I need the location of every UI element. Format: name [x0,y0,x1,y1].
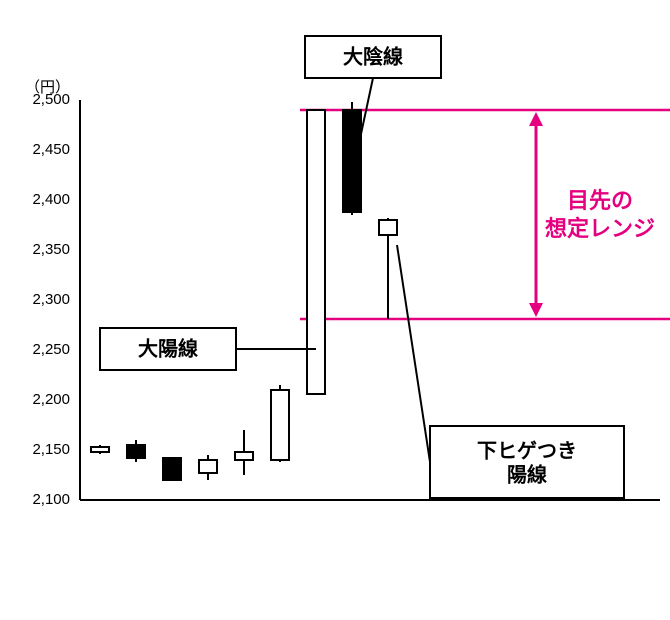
y-tick-label: 2,500 [32,91,70,108]
range-label-line2: 想定レンジ [545,216,655,241]
candle [343,102,361,215]
candle [91,445,109,454]
candle [163,458,181,480]
y-tick-label: 2,150 [32,441,70,458]
chart-background [0,0,670,620]
range-label-line1: 目先の [567,188,633,213]
callout-text: 大陽線 [138,336,198,360]
y-tick-label: 2,200 [32,391,70,408]
y-tick-label: 2,400 [32,191,70,208]
candle [271,385,289,462]
callout-text: 大陰線 [343,44,403,68]
callout-text: 下ヒゲつき [477,439,577,462]
y-tick-label: 2,250 [32,341,70,358]
y-tick-label: 2,350 [32,241,70,258]
callout-text: 陽線 [507,462,547,486]
candle [307,110,325,394]
y-tick-label: 2,450 [32,141,70,158]
y-tick-label: 2,100 [32,491,70,508]
y-tick-label: 2,300 [32,291,70,308]
